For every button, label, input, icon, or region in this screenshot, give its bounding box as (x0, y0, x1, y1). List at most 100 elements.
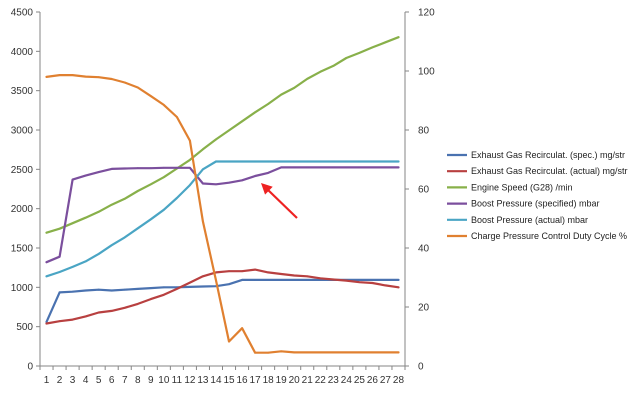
data-point (202, 148, 204, 151)
data-point (280, 166, 283, 169)
data-point (58, 255, 61, 258)
x-tick-label: 7 (122, 375, 128, 386)
x-tick-label: 24 (341, 375, 353, 386)
arrow-head (261, 183, 273, 195)
data-point (149, 287, 152, 290)
data-point (332, 64, 335, 67)
right-y-tick-label: 20 (418, 303, 430, 314)
data-point (319, 351, 322, 354)
left-y-tick-label: 2500 (11, 165, 34, 176)
data-point (71, 222, 74, 225)
left-y-tick-label: 1500 (11, 244, 34, 255)
data-point (254, 278, 256, 281)
x-tick-label: 17 (250, 375, 262, 386)
data-point (319, 166, 322, 169)
data-point (162, 293, 165, 296)
data-point (397, 160, 400, 163)
data-point (123, 306, 126, 309)
data-point (97, 210, 100, 213)
data-point (84, 260, 87, 263)
data-point (84, 289, 87, 292)
data-point (136, 227, 139, 230)
data-point (345, 160, 348, 163)
left-y-tick-label: 3000 (11, 126, 34, 137)
series-lines (45, 36, 400, 354)
data-point (267, 271, 270, 274)
data-point (58, 291, 61, 294)
data-point (241, 270, 243, 273)
legend-label: Charge Pressure Control Duty Cycle % (471, 231, 627, 241)
right-y-tick-label: 40 (418, 244, 430, 255)
data-point (189, 166, 191, 169)
data-point (189, 286, 191, 288)
x-tick-label: 4 (83, 375, 89, 386)
data-point (371, 282, 374, 284)
data-point (293, 278, 296, 281)
x-tick-label: 20 (289, 375, 301, 386)
data-point (97, 253, 100, 255)
data-point (228, 129, 230, 132)
data-point (228, 283, 230, 286)
data-point (84, 75, 87, 78)
data-point (267, 160, 270, 163)
data-point (358, 281, 361, 284)
data-point (215, 183, 217, 186)
data-point (189, 139, 191, 142)
series-2 (45, 268, 400, 325)
data-point (397, 166, 400, 169)
data-point (45, 261, 48, 264)
left-y-tick-label: 4500 (11, 8, 34, 19)
x-tick-label: 16 (236, 375, 248, 386)
data-point (345, 351, 348, 354)
annotations (261, 183, 298, 219)
data-point (319, 277, 322, 280)
data-point (254, 268, 256, 271)
series-line (45, 166, 400, 264)
right-y-tick-label: 60 (418, 185, 430, 196)
data-point (45, 76, 48, 78)
x-tick-label: 5 (96, 375, 102, 386)
data-point (97, 76, 100, 79)
data-point (319, 70, 322, 73)
arrow-shaft (266, 188, 298, 219)
data-point (110, 168, 113, 170)
data-point (397, 278, 400, 281)
data-point (306, 77, 309, 80)
series-line (45, 73, 400, 354)
data-point (254, 111, 256, 114)
left-y-tick-label: 2000 (11, 204, 34, 215)
data-point (110, 289, 113, 292)
data-point (241, 179, 243, 182)
data-point (58, 74, 61, 77)
left-y-tick-label: 500 (16, 322, 33, 333)
x-tick-label: 23 (328, 375, 340, 386)
data-point (241, 327, 243, 330)
data-point (110, 244, 113, 247)
data-point (175, 166, 178, 169)
data-point (149, 167, 152, 170)
legend-label: Boost Pressure (actual) mbar (471, 215, 588, 225)
data-point (149, 183, 152, 186)
series-line (45, 160, 400, 278)
x-tick-label: 14 (210, 375, 222, 386)
data-point (306, 166, 309, 169)
data-point (397, 36, 400, 39)
data-point (319, 160, 322, 163)
legend: Exhaust Gas Recirculat. (spec.) mg/str Ex… (447, 150, 628, 241)
data-point (136, 167, 139, 170)
data-point (58, 271, 61, 273)
data-point (136, 302, 139, 305)
data-point (189, 281, 191, 284)
data-point (280, 350, 283, 353)
data-point (358, 160, 361, 163)
data-point (306, 278, 309, 281)
x-tick-label: 3 (70, 375, 76, 386)
data-point (215, 279, 217, 282)
data-point (280, 273, 283, 275)
data-point (371, 46, 374, 49)
data-point (358, 278, 361, 281)
series-3 (45, 36, 400, 234)
data-point (71, 290, 74, 293)
data-point (384, 41, 387, 44)
